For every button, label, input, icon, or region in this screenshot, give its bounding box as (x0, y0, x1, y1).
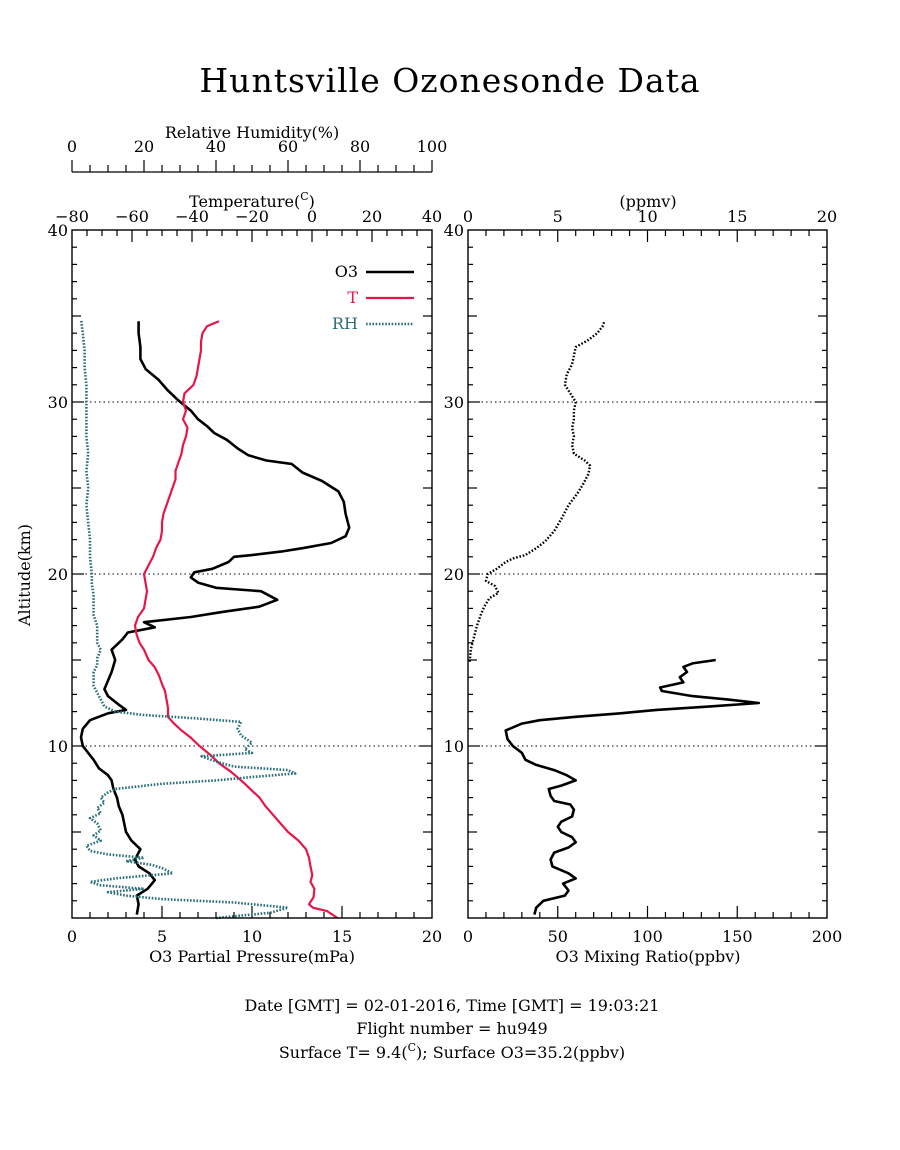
o3-pressure-tick-label: 10 (242, 927, 262, 946)
temperature-axis-label: Temperature(C) (189, 190, 315, 211)
humidity-tick-label: 80 (350, 137, 370, 156)
footer-flight-number: Flight number = hu949 (356, 1019, 547, 1038)
humidity-tick-label: 60 (278, 137, 298, 156)
altitude-tick-label: 30 (48, 393, 68, 412)
temperature-tick-label: 0 (307, 207, 317, 226)
series-o3-ppmv-line (468, 320, 606, 662)
altitude-tick-label: 30 (444, 393, 464, 412)
ppbv-tick-label: 150 (722, 927, 753, 946)
ppmv-tick-label: 15 (727, 207, 747, 226)
legend: O3 T RH (332, 262, 414, 333)
right-gridlines (468, 401, 827, 747)
ppmv-tick-label: 5 (553, 207, 563, 226)
humidity-tick-label: 100 (417, 137, 448, 156)
altitude-tick-label: 10 (48, 737, 68, 756)
series-t-line (133, 320, 339, 919)
legend-label-o3: O3 (335, 262, 358, 281)
ppbv-tick-label: 50 (548, 927, 568, 946)
humidity-tick-label: 40 (206, 137, 226, 156)
ppbv-tick-label: 100 (632, 927, 663, 946)
series-o3-ppbv-line (504, 658, 761, 915)
temperature-tick-label: −60 (115, 207, 149, 226)
o3-pressure-tick-label: 0 (67, 927, 77, 946)
ppbv-tick-label: 200 (812, 927, 843, 946)
series-o3-line (79, 321, 351, 915)
o3-partial-pressure-axis-label: O3 Partial Pressure(mPa) (149, 947, 355, 966)
o3-pressure-tick-label: 20 (422, 927, 442, 946)
temperature-tick-label: −40 (175, 207, 209, 226)
altitude-tick-label: 10 (444, 737, 464, 756)
left-panel: Relative Humidity(%) Temperature(C) Alti… (15, 123, 447, 966)
left-gridlines (72, 401, 432, 747)
right-series (468, 320, 761, 915)
altitude-axis-label: Altitude(km) (15, 524, 34, 627)
altitude-tick-label: 20 (48, 565, 68, 584)
ppmv-axis-label: (ppmv) (619, 192, 676, 211)
left-series (79, 319, 351, 920)
humidity-tick-label: 20 (134, 137, 154, 156)
legend-label-t: T (347, 288, 358, 307)
temperature-tick-label: 40 (422, 207, 442, 226)
altitude-tick-label: 40 (444, 221, 464, 240)
o3-mixing-ratio-axis-label: O3 Mixing Ratio(ppbv) (555, 947, 740, 966)
chart-title: Huntsville Ozonesonde Data (199, 61, 700, 100)
footer-surface-values: Surface T= 9.4(C); Surface O3=35.2(ppbv) (279, 1041, 625, 1062)
o3-pressure-tick-label: 5 (157, 927, 167, 946)
right-plot-frame (467, 229, 828, 919)
left-axis-ticks: 10 20 30 40 0 5 10 15 20 −80 −60 −40 −20 0 20 40 0 20 40 60… (48, 137, 448, 946)
left-plot-frame (71, 229, 433, 919)
temperature-tick-label: 20 (362, 207, 382, 226)
ppmv-tick-label: 20 (817, 207, 837, 226)
altitude-tick-label: 20 (444, 565, 464, 584)
humidity-tick-label: 0 (67, 137, 77, 156)
o3-pressure-tick-label: 15 (332, 927, 352, 946)
footer-date-time: Date [GMT] = 02-01-2016, Time [GMT] = 19… (245, 996, 660, 1015)
ppmv-tick-label: 0 (463, 207, 473, 226)
ppmv-tick-label: 10 (637, 207, 657, 226)
temperature-tick-label: −80 (55, 207, 89, 226)
rh-axis-label: Relative Humidity(%) (165, 123, 339, 142)
legend-label-rh: RH (332, 314, 358, 333)
temperature-tick-label: −20 (235, 207, 269, 226)
altitude-tick-label: 40 (48, 221, 68, 240)
ppbv-tick-label: 0 (463, 927, 473, 946)
